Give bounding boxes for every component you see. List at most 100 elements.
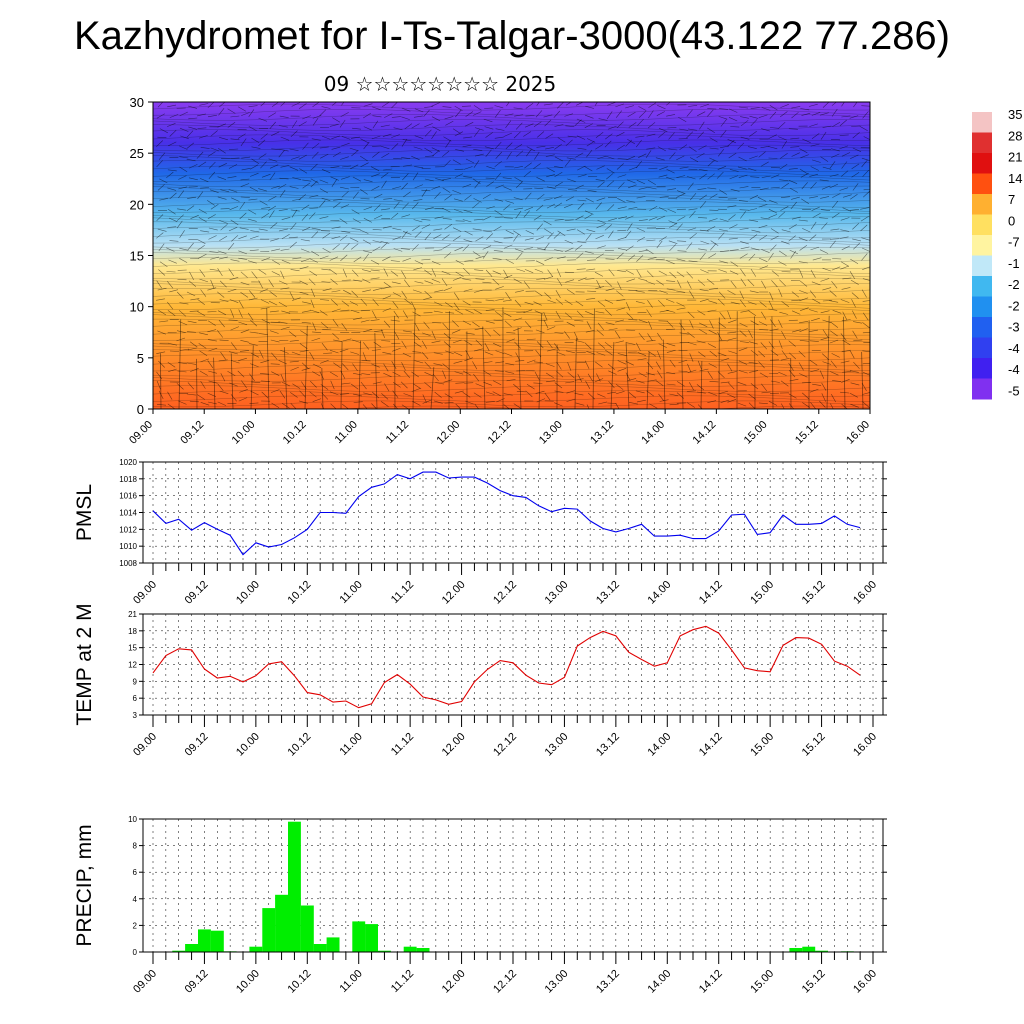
wind-barb <box>200 358 209 363</box>
wind-barb <box>483 118 493 123</box>
x-tick-label: 10.00 <box>234 968 262 996</box>
wind-barb <box>289 291 295 300</box>
wind-barb <box>433 352 443 355</box>
wind-barb <box>390 260 400 262</box>
wind-barb <box>381 393 389 400</box>
wind-barb <box>737 142 745 150</box>
wind-barb <box>686 390 696 392</box>
wind-barb <box>503 393 513 396</box>
wind-barb <box>799 168 808 175</box>
precip-bar <box>275 894 288 952</box>
wind-barb <box>780 153 788 159</box>
wind-barb <box>349 237 359 242</box>
wind-barb <box>636 179 646 185</box>
wind-barb <box>679 144 688 150</box>
wind-barb <box>238 321 248 326</box>
wind-barb <box>331 290 341 293</box>
wind-barb <box>747 279 755 287</box>
wind-barb <box>699 289 709 292</box>
wind-barb <box>248 126 257 132</box>
wind-barb <box>758 321 768 326</box>
wind-barb <box>333 202 341 209</box>
wind-barb <box>372 298 379 306</box>
wind-barb <box>392 390 399 398</box>
wind-barb <box>383 168 393 171</box>
wind-barb <box>393 248 403 252</box>
wind-barb <box>320 322 329 329</box>
wind-barb <box>586 259 597 261</box>
wind-barb <box>353 256 362 263</box>
wind-barb <box>758 204 768 208</box>
wind-barb <box>710 240 719 246</box>
wind-barb <box>431 330 436 340</box>
wind-barb <box>403 393 413 397</box>
wind-barb <box>678 117 687 122</box>
wind-barb <box>300 258 310 263</box>
wind-barb <box>452 128 461 134</box>
wind-barb <box>199 269 206 277</box>
x-tick-label: 09.00 <box>131 731 159 759</box>
wind-barb <box>809 234 817 241</box>
wind-barb <box>199 370 208 376</box>
wind-barb <box>636 399 646 403</box>
wind-barb <box>473 218 483 221</box>
wind-barb <box>647 300 653 308</box>
wind-barb <box>625 302 631 311</box>
wind-barb <box>853 102 858 108</box>
wind-barb <box>360 138 369 144</box>
wind-barb <box>598 118 608 121</box>
wind-barb <box>658 236 667 242</box>
wind-barb <box>669 403 679 406</box>
contour-line <box>153 370 870 377</box>
wind-barb <box>680 319 684 409</box>
wind-barb <box>564 331 570 339</box>
wind-barb <box>830 371 839 376</box>
wind-barb <box>516 268 526 272</box>
wind-barb <box>749 370 759 373</box>
wind-barb <box>819 249 829 254</box>
wind-barb <box>596 197 606 201</box>
wind-barb <box>393 199 403 202</box>
wind-barb <box>484 126 494 130</box>
wind-barb <box>555 310 561 319</box>
wind-barb <box>186 158 196 162</box>
wind-barb <box>473 160 480 168</box>
wind-barb <box>464 382 474 384</box>
wind-barb <box>625 269 634 275</box>
wind-barb <box>159 128 168 134</box>
x-tick-label: 14.12 <box>697 731 725 759</box>
wind-barb <box>482 281 492 284</box>
wind-barb <box>351 209 360 215</box>
wind-barb <box>291 297 301 301</box>
wind-barb <box>524 321 532 329</box>
wind-barb <box>790 201 797 210</box>
wind-barb <box>566 350 575 354</box>
wind-barb <box>839 119 847 127</box>
contour-line <box>153 277 870 285</box>
wind-barb <box>617 174 627 178</box>
wind-barb <box>646 362 654 370</box>
wind-barb <box>810 369 820 373</box>
wind-barb <box>676 302 685 307</box>
wind-barb <box>454 173 464 178</box>
x-tick-label: 09.12 <box>183 968 211 996</box>
wind-barb <box>554 124 564 127</box>
wind-barb <box>759 372 768 378</box>
wind-barb <box>230 219 239 226</box>
wind-barb <box>453 292 460 301</box>
wind-barb <box>617 248 627 251</box>
wind-barb <box>454 209 463 213</box>
precip-bar <box>210 930 224 952</box>
wind-barb <box>493 329 501 337</box>
colorbar-label: 0 <box>1008 213 1015 228</box>
wind-barb <box>790 146 800 148</box>
wind-barb <box>791 310 801 315</box>
wind-barb <box>219 280 227 288</box>
wind-barb <box>729 169 739 172</box>
y-tick-label: 1014 <box>119 509 137 518</box>
wind-barb <box>605 279 613 287</box>
wind-barb <box>832 310 842 314</box>
wind-barb <box>199 178 209 183</box>
wind-barb <box>657 299 665 307</box>
